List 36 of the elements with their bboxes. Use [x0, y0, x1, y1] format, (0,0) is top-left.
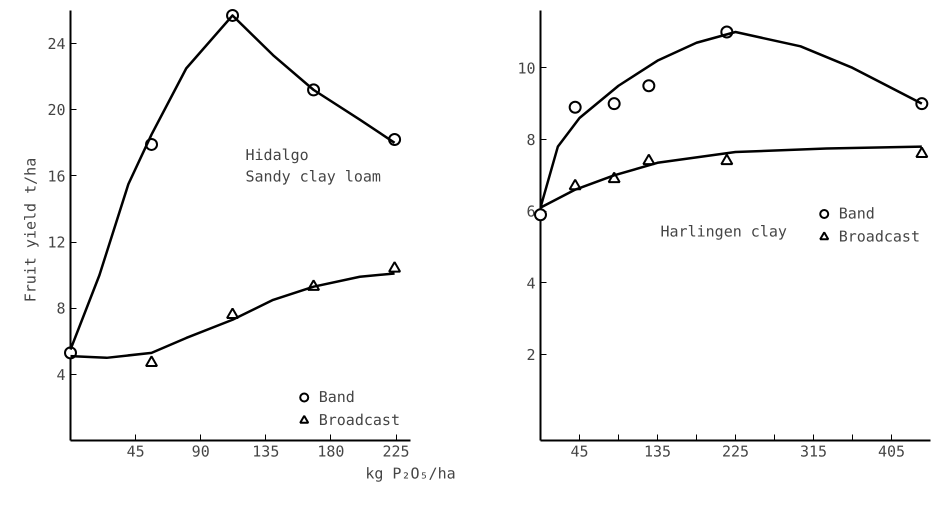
- y-tick-label: 20: [47, 101, 66, 120]
- x-tick-label: 135: [644, 442, 672, 460]
- point: [568, 100, 582, 114]
- x-tick-label: 180: [317, 442, 344, 460]
- y-axis-title: Fruit yield t/ha: [21, 158, 40, 302]
- annotation: Hidalgo Sandy clay loam: [246, 146, 381, 186]
- x-tick-label: 225: [722, 442, 750, 460]
- point: [720, 154, 734, 166]
- y-tick-label: 8: [56, 300, 66, 318]
- legend-label: Band: [838, 204, 875, 222]
- x-tick-label: 45: [126, 442, 145, 460]
- x-tick-label: 135: [252, 442, 280, 460]
- legend-label: Band: [318, 388, 355, 406]
- x-tick-label: 405: [878, 442, 906, 460]
- x-axis-title: kg P₂O₅/ha: [365, 464, 456, 482]
- point: [388, 261, 402, 273]
- point: [608, 97, 621, 110]
- y-tick-label: 12: [47, 234, 66, 252]
- y-tick-label: 4: [56, 366, 66, 384]
- point: [642, 79, 656, 92]
- legend-label: Broadcast: [318, 411, 400, 429]
- y-tick-label: 2: [526, 346, 536, 364]
- annotation: Harlingen clay: [660, 222, 787, 240]
- point: [915, 146, 928, 158]
- legend-label: Broadcast: [838, 228, 920, 246]
- y-tick-label: 24: [47, 35, 66, 54]
- y-tick-label: 6: [526, 202, 536, 221]
- x-tick-label: 225: [382, 442, 410, 460]
- x-tick-label: 45: [570, 442, 589, 460]
- point: [145, 355, 158, 367]
- x-tick-label: 90: [192, 442, 210, 460]
- y-tick-label: 4: [526, 274, 536, 292]
- y-tick-label: 16: [47, 167, 66, 186]
- x-tick-label: 315: [800, 442, 828, 460]
- y-tick-label: 10: [517, 59, 536, 78]
- y-tick-label: 8: [526, 131, 536, 149]
